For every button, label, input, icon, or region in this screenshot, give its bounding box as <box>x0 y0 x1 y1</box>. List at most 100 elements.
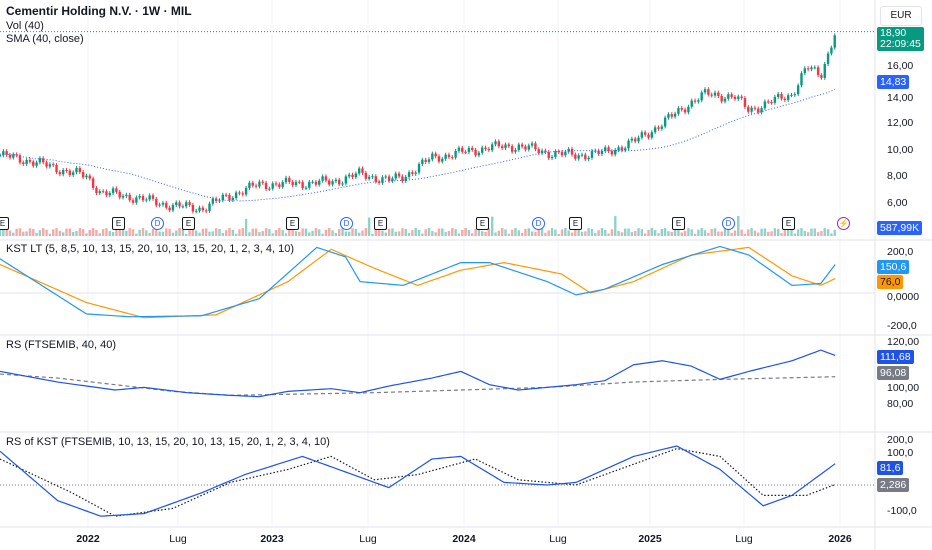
volume-bar <box>238 229 241 236</box>
candle-body <box>733 96 737 99</box>
earnings-marker[interactable]: E <box>569 217 582 230</box>
earnings-marker[interactable]: E <box>182 217 195 230</box>
volume-bar <box>228 228 231 236</box>
candle-body <box>451 157 454 159</box>
volume-bar <box>557 233 560 236</box>
candle-body <box>477 152 481 156</box>
candle-body <box>517 144 520 150</box>
volume-bar <box>773 228 777 236</box>
volume-bar <box>783 230 787 236</box>
earnings-marker[interactable]: E <box>286 217 299 230</box>
volume-bar <box>504 229 507 236</box>
volume-bar <box>324 229 328 236</box>
volume-bar <box>590 228 594 236</box>
earnings-marker[interactable]: E <box>112 217 125 230</box>
time-axis-label: 2026 <box>828 533 852 545</box>
candle-body <box>527 145 530 150</box>
vol-legend[interactable]: Vol (40) <box>6 20 44 32</box>
candle-body <box>564 151 567 156</box>
volume-bar <box>481 231 484 236</box>
candle-body <box>514 149 517 152</box>
volume-bar <box>32 228 35 236</box>
dividend-marker[interactable]: D <box>532 217 545 230</box>
candle-body <box>251 182 254 186</box>
earnings-marker[interactable]: E <box>374 217 387 230</box>
kst-tick: 200,0 <box>887 246 914 258</box>
candle-body <box>248 182 251 188</box>
volume-bar <box>614 216 617 236</box>
volume-bar <box>241 228 244 236</box>
candle-body <box>421 159 424 165</box>
candle-body <box>105 191 108 196</box>
volume-bar <box>151 228 155 236</box>
candle-body <box>607 147 610 152</box>
candle-body <box>158 204 161 206</box>
earnings-marker[interactable]: E <box>0 217 9 230</box>
candle-body <box>45 162 48 167</box>
candle-body <box>823 63 826 78</box>
candle-body <box>254 185 258 187</box>
candle-body <box>500 146 504 149</box>
candle-body <box>304 187 308 189</box>
candle-body <box>614 149 617 155</box>
volume-bar <box>404 228 407 236</box>
candle-body <box>411 172 414 174</box>
candle-body <box>620 147 624 151</box>
volume-bar <box>820 230 823 236</box>
dividend-marker[interactable]: D <box>151 217 164 230</box>
candle-body <box>461 147 464 152</box>
rskst-legend[interactable]: RS of KST (FTSEMIB, 10, 13, 15, 20, 10, … <box>6 436 330 448</box>
volume-bar <box>806 232 810 236</box>
candle-body <box>471 147 474 150</box>
candle-body <box>314 181 318 185</box>
volume-bar <box>540 228 544 236</box>
candle-body <box>91 178 95 188</box>
volume-bar <box>594 233 597 236</box>
volume-bar <box>8 230 12 236</box>
candle-body <box>278 184 281 187</box>
kst-legend[interactable]: KST LT (5, 8,5, 10, 13, 15, 20, 10, 13, … <box>6 243 295 255</box>
volume-bar <box>71 232 75 236</box>
currency-button[interactable]: EUR <box>880 6 922 26</box>
dividend-marker[interactable]: D <box>340 217 353 230</box>
candle-body <box>570 149 574 155</box>
candle-body <box>454 150 457 158</box>
kst-signal-line <box>0 246 836 319</box>
volume-bar <box>231 229 234 236</box>
volume-bar <box>201 228 205 236</box>
candle-body <box>544 150 547 153</box>
candle-body <box>680 108 683 110</box>
symbol-title[interactable]: Cementir Holding N.V. · 1W · MIL <box>6 4 192 18</box>
volume-bar <box>65 228 68 236</box>
dividend-marker[interactable]: D <box>722 217 735 230</box>
candle-body <box>155 198 158 206</box>
earnings-marker[interactable]: E <box>476 217 489 230</box>
volume-bar <box>740 229 743 236</box>
candle-body <box>374 176 377 182</box>
volume-bar <box>175 230 178 236</box>
last-price: 18,90 <box>880 27 907 39</box>
sma-legend[interactable]: SMA (40, close) <box>6 33 84 45</box>
candle-body <box>530 143 534 146</box>
volume-bar <box>91 228 95 236</box>
candle-body <box>231 198 234 200</box>
rs-legend[interactable]: RS (FTSEMIB, 40, 40) <box>6 339 117 351</box>
volume-bar <box>191 228 195 236</box>
earnings-marker[interactable]: E <box>782 217 795 230</box>
volume-bar <box>101 229 105 236</box>
volume-bar <box>577 228 580 236</box>
volume-bar <box>357 232 361 236</box>
volume-bar <box>427 228 431 236</box>
candle-body <box>750 107 753 112</box>
candle-body <box>690 100 693 107</box>
volume-bar <box>687 228 690 236</box>
candle-body <box>447 154 451 158</box>
volume-bar <box>796 229 800 236</box>
candle-body <box>224 194 228 196</box>
candle-body <box>643 132 647 135</box>
flash-event-icon[interactable]: ⚡ <box>837 217 850 230</box>
volume-bar <box>261 231 264 236</box>
earnings-marker[interactable]: E <box>672 217 685 230</box>
price-tick: 6,00 <box>887 197 908 209</box>
